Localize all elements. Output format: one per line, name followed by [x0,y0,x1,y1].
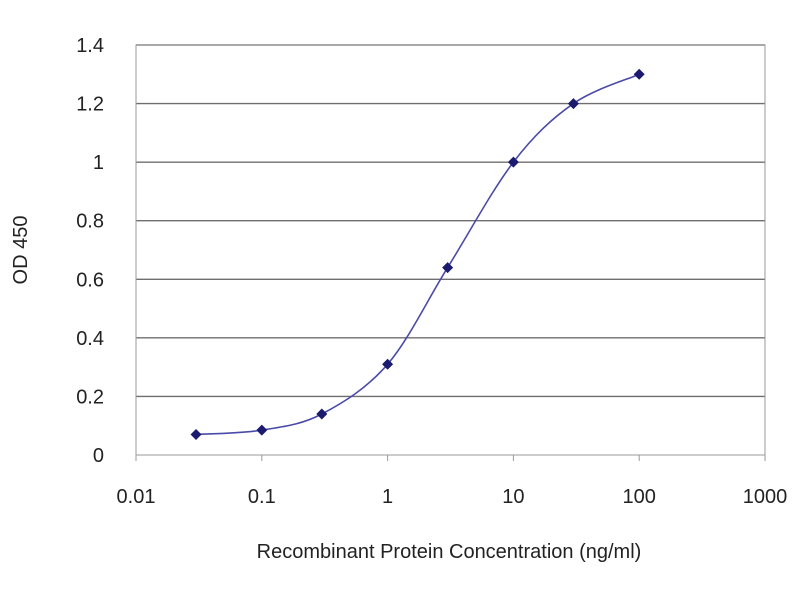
y-tick-label: 0.6 [76,269,104,291]
data-point-marker [316,408,328,420]
data-point-marker [382,358,394,370]
data-point-marker [442,262,454,274]
y-tick-label: 1 [93,152,104,174]
data-point-marker [256,424,268,436]
data-point-markers [190,68,645,440]
data-point-marker [633,68,645,80]
data-point-marker [507,156,519,168]
y-tick-label: 0.8 [76,211,104,233]
x-tick-label: 0.01 [117,486,156,508]
y-tick-label: 0 [93,445,104,467]
data-point-marker [190,429,202,440]
x-axis-ticks: 0.01 0.1 1 10 100 1000 [117,455,788,508]
y-tick-label: 1.2 [76,94,104,116]
data-point-marker [567,98,579,110]
x-tick-label: 1 [382,486,393,508]
x-tick-label: 10 [502,486,524,508]
x-tick-label: 100 [623,486,656,508]
x-axis-label: Recombinant Protein Concentration (ng/ml… [257,541,642,563]
y-axis-ticks: 0 0.2 0.4 0.6 0.8 1 1.2 1.4 [76,35,104,467]
y-tick-label: 0.2 [76,386,104,408]
fitted-curve-line [195,73,640,436]
y-tick-label: 0.4 [76,328,104,350]
y-tick-label: 1.4 [76,35,104,57]
x-tick-label: 0.1 [248,486,276,508]
y-axis-label: OD 450 [10,216,32,285]
gridlines [136,44,765,398]
plot-area-frame [135,44,766,456]
x-tick-label: 1000 [743,486,788,508]
